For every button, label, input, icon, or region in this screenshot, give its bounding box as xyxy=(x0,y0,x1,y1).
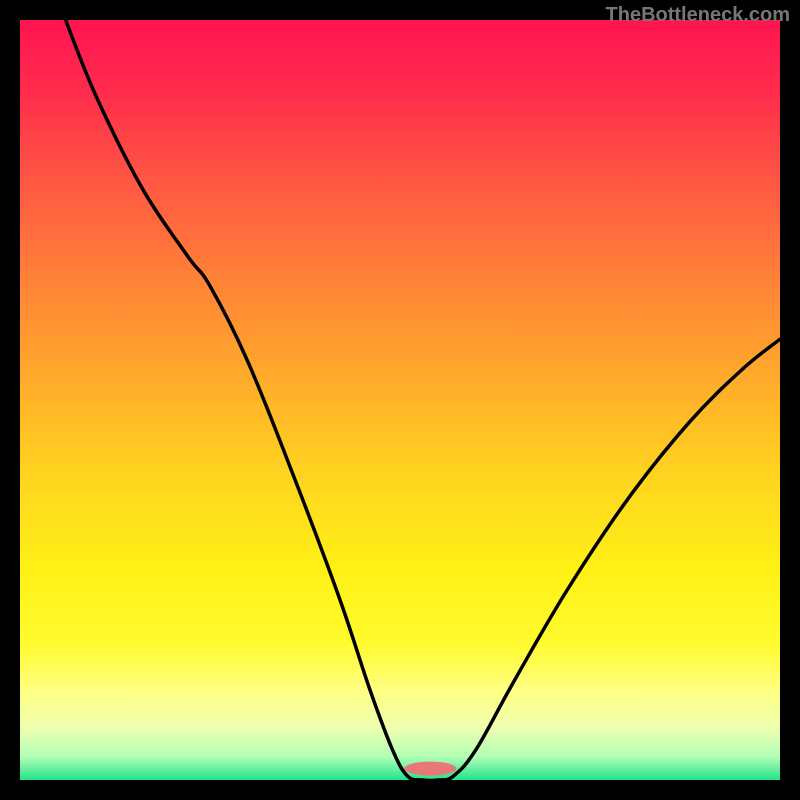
chart-container: TheBottleneck.com xyxy=(0,0,800,800)
bottleneck-chart xyxy=(0,0,800,800)
attribution-label: TheBottleneck.com xyxy=(606,4,790,27)
optimal-marker xyxy=(404,762,456,776)
chart-background xyxy=(20,20,780,780)
